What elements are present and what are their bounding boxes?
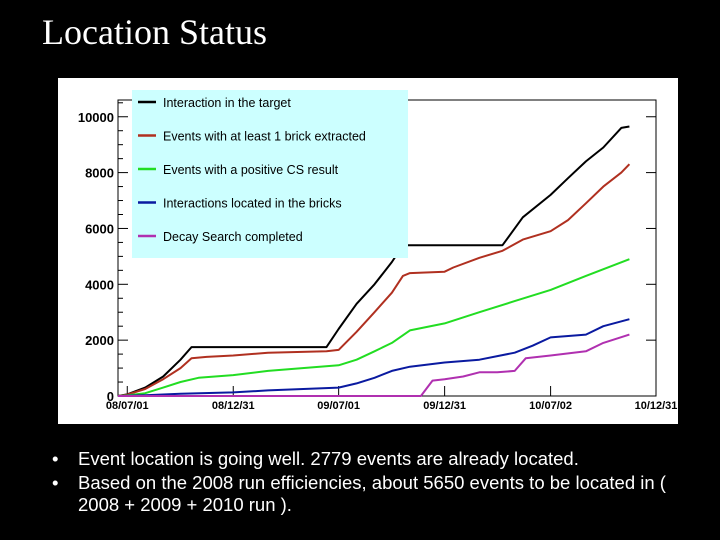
y-tick-label: 6000 — [85, 221, 114, 236]
y-tick-label: 10000 — [78, 110, 114, 125]
y-tick-label: 0 — [107, 389, 114, 404]
bullet-item: Event location is going well. 2779 event… — [48, 448, 708, 470]
series-line — [117, 163, 631, 397]
bullet-list: Event location is going well. 2779 event… — [48, 448, 708, 518]
series-line — [117, 125, 630, 397]
bullet-item: Based on the 2008 run efficiencies, abou… — [48, 472, 708, 516]
chart-panel: 0 2000 4000 6000 8000 10000 08/07/01 08/12/31 09… — [58, 78, 678, 424]
slide-title: Location Status — [42, 12, 267, 52]
x-tick-label: 10/07/02 — [529, 400, 572, 412]
x-tick-label: 09/12/31 — [423, 400, 466, 412]
x-tick-label: 08/07/01 — [106, 400, 149, 412]
legend-label: Decay Search completed — [163, 230, 303, 244]
x-tick-label: 08/12/31 — [212, 400, 255, 412]
y-tick-label: 8000 — [85, 166, 114, 181]
legend-label: Events with a positive CS result — [163, 163, 339, 177]
series-line — [117, 258, 630, 397]
y-tick-label: 4000 — [85, 277, 114, 292]
legend-label: Events with at least 1 brick extracted — [163, 130, 366, 144]
series-line — [117, 318, 630, 397]
x-tick-label: 09/07/01 — [317, 400, 360, 412]
legend-label: Interaction in the target — [163, 96, 291, 110]
y-tick-label: 2000 — [85, 333, 114, 348]
line-chart: 0 2000 4000 6000 8000 10000 08/07/01 08/12/31 09… — [78, 90, 678, 412]
series-line — [118, 333, 630, 397]
x-tick-label: 10/12/31 — [635, 400, 678, 412]
legend-box — [132, 90, 408, 258]
legend-label: Interactions located in the bricks — [163, 197, 342, 211]
